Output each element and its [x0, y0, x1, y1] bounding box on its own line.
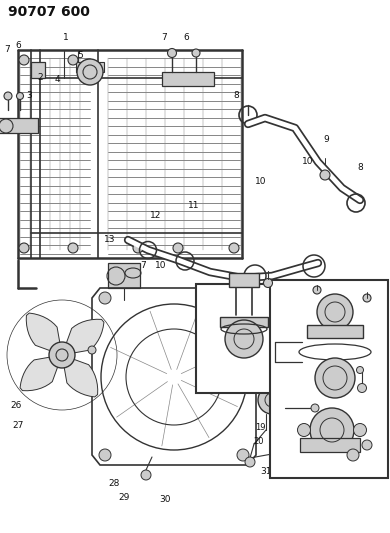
Text: 18: 18: [248, 329, 259, 338]
Text: K ENG.: K ENG.: [292, 467, 323, 477]
Bar: [229, 273, 259, 287]
Circle shape: [49, 342, 75, 368]
Text: 12: 12: [150, 211, 161, 220]
Text: 20: 20: [254, 438, 264, 447]
Text: 16: 16: [272, 284, 283, 293]
Text: 15: 15: [253, 316, 264, 325]
Circle shape: [56, 349, 68, 361]
Circle shape: [68, 55, 78, 65]
Circle shape: [289, 457, 299, 467]
Circle shape: [229, 243, 239, 253]
Text: 25: 25: [352, 376, 362, 384]
Circle shape: [19, 243, 29, 253]
Text: 14: 14: [261, 292, 271, 301]
Polygon shape: [26, 313, 60, 352]
Circle shape: [99, 292, 111, 304]
Text: 30: 30: [159, 496, 170, 505]
Text: 90707 600: 90707 600: [8, 5, 90, 19]
Text: 17: 17: [255, 341, 266, 350]
Circle shape: [298, 424, 310, 437]
Circle shape: [237, 449, 249, 461]
Text: 24: 24: [350, 390, 360, 399]
Bar: [162, 72, 214, 86]
Circle shape: [313, 286, 321, 294]
Polygon shape: [20, 357, 59, 391]
Text: 23: 23: [278, 400, 289, 408]
Circle shape: [317, 294, 353, 330]
Circle shape: [0, 119, 13, 133]
Circle shape: [99, 449, 111, 461]
Circle shape: [363, 294, 371, 302]
Text: 28: 28: [108, 479, 119, 488]
Bar: [76, 62, 104, 72]
Text: 31: 31: [260, 467, 271, 477]
Circle shape: [245, 457, 255, 467]
Bar: [307, 325, 363, 338]
Text: 15: 15: [255, 308, 266, 317]
Text: 10: 10: [255, 177, 266, 187]
Text: 11: 11: [188, 200, 200, 209]
Text: 26: 26: [10, 400, 21, 409]
Text: 8: 8: [233, 91, 239, 100]
Bar: [108, 263, 140, 288]
Circle shape: [192, 49, 200, 57]
Bar: [220, 317, 268, 327]
Text: 6: 6: [15, 42, 21, 51]
Circle shape: [4, 92, 12, 100]
Text: 27: 27: [12, 421, 23, 430]
Circle shape: [347, 449, 359, 461]
Circle shape: [77, 59, 103, 85]
Text: 13: 13: [104, 236, 115, 245]
Circle shape: [88, 346, 96, 354]
Text: 21: 21: [290, 454, 301, 463]
Circle shape: [315, 358, 355, 398]
Circle shape: [19, 55, 29, 65]
Text: 10: 10: [302, 157, 314, 166]
Text: 6: 6: [183, 34, 189, 43]
Text: 9: 9: [323, 135, 329, 144]
Bar: [31, 62, 45, 78]
Text: 17: 17: [238, 349, 249, 358]
Text: 14: 14: [320, 284, 330, 293]
Circle shape: [264, 279, 273, 287]
Text: 3: 3: [26, 91, 32, 100]
Circle shape: [167, 49, 177, 58]
Text: 18: 18: [305, 343, 316, 352]
Text: 8: 8: [357, 164, 363, 173]
Text: 5: 5: [77, 52, 83, 61]
Circle shape: [133, 243, 143, 253]
Text: 1: 1: [63, 34, 69, 43]
Circle shape: [237, 292, 249, 304]
Bar: [0, 118, 38, 133]
Text: 2: 2: [37, 74, 43, 83]
Bar: [300, 438, 360, 452]
Circle shape: [141, 470, 151, 480]
Text: 29: 29: [118, 492, 129, 502]
Text: Q ENG.: Q ENG.: [210, 384, 242, 392]
Circle shape: [353, 424, 367, 437]
Bar: [270, 280, 388, 478]
Circle shape: [358, 384, 367, 392]
Circle shape: [258, 386, 286, 414]
Polygon shape: [65, 319, 104, 353]
Circle shape: [356, 367, 363, 374]
Polygon shape: [64, 358, 98, 397]
Circle shape: [362, 440, 372, 450]
Circle shape: [173, 243, 183, 253]
Text: 4: 4: [55, 76, 60, 85]
Circle shape: [16, 93, 23, 100]
Text: 7: 7: [140, 262, 146, 271]
Bar: [196, 284, 316, 393]
Text: 22: 22: [303, 450, 314, 459]
Circle shape: [225, 320, 263, 358]
Circle shape: [310, 408, 354, 452]
Text: 7: 7: [4, 45, 10, 54]
Circle shape: [68, 243, 78, 253]
Text: 10: 10: [155, 262, 167, 271]
Circle shape: [311, 404, 319, 412]
Text: 7: 7: [161, 33, 167, 42]
Circle shape: [320, 170, 330, 180]
Circle shape: [83, 65, 97, 79]
Text: 19: 19: [255, 424, 266, 432]
